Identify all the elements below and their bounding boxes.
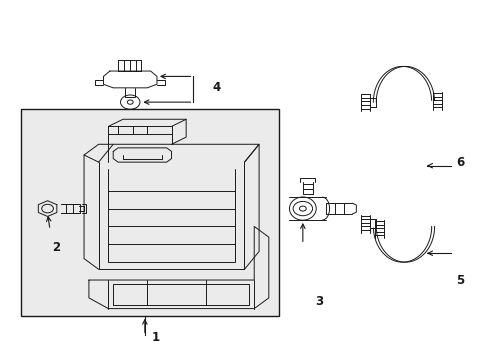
Text: 4: 4	[212, 81, 221, 94]
Text: 5: 5	[455, 274, 463, 287]
Bar	[21, 109, 278, 316]
Text: 3: 3	[314, 295, 323, 308]
Text: 2: 2	[52, 241, 61, 255]
Text: 6: 6	[455, 156, 463, 168]
Text: 1: 1	[152, 331, 160, 344]
